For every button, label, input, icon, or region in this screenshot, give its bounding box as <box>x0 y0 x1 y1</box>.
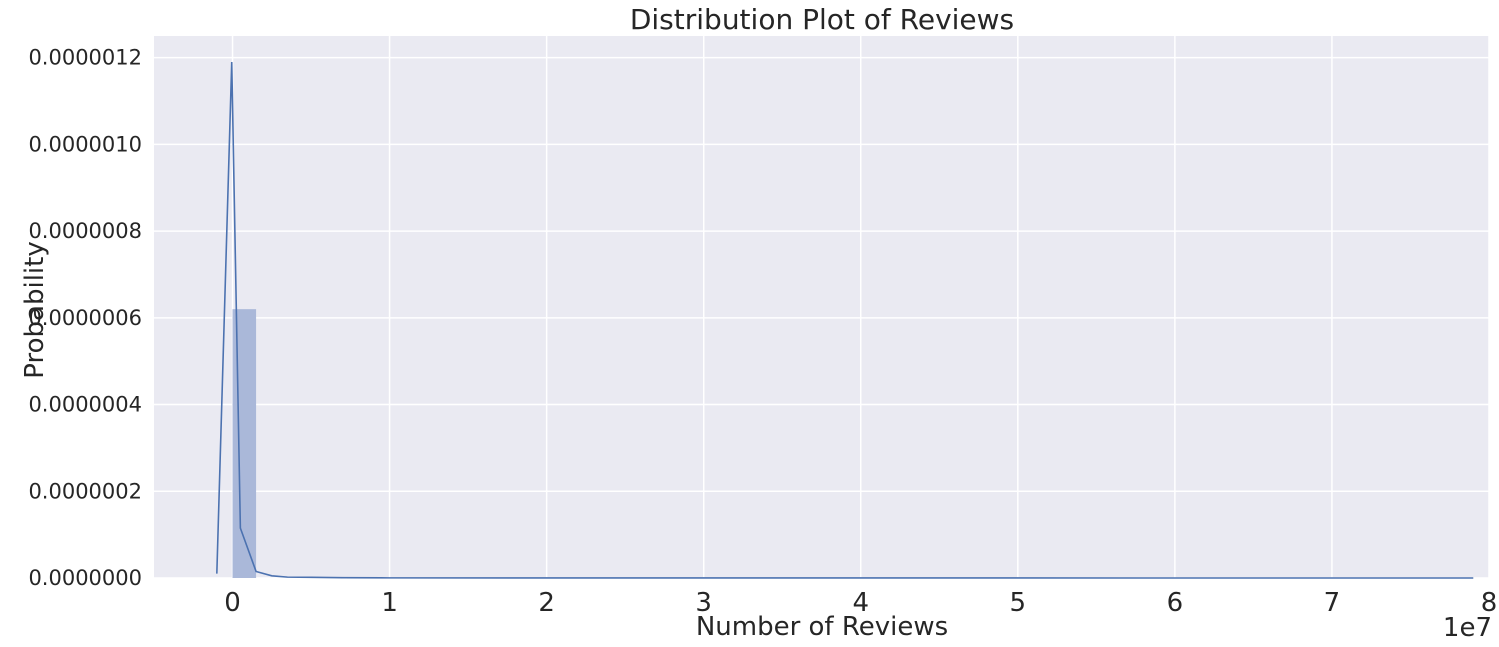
x-tick-label: 6 <box>1167 588 1184 618</box>
histogram-bar <box>232 309 257 578</box>
histogram-bars <box>232 309 257 578</box>
x-tick-label: 0 <box>224 588 241 618</box>
x-tick-label: 2 <box>538 588 555 618</box>
y-axis-label: Probability <box>20 241 50 378</box>
y-tick-label: 0.0000004 <box>28 393 142 417</box>
y-tick-label: 0.0000000 <box>28 566 142 590</box>
x-tick-label: 8 <box>1481 588 1498 618</box>
y-tick-label: 0.0000006 <box>28 306 142 330</box>
x-ticks: 0 1 2 3 4 5 6 7 8 <box>224 588 1497 618</box>
kde-line <box>216 61 1474 579</box>
y-tick-label: 0.0000010 <box>28 132 142 156</box>
y-ticks: 0.0000000 0.0000002 0.0000004 0.0000006 0.00… <box>28 46 142 590</box>
chart-title: Distribution Plot of Reviews <box>630 3 1014 36</box>
x-tick-label: 7 <box>1324 588 1341 618</box>
y-tick-label: 0.0000002 <box>28 479 142 503</box>
x-axis-offset-label: 1e7 <box>1443 613 1492 643</box>
plot-area <box>154 36 1489 578</box>
y-tick-label: 0.0000012 <box>28 46 142 70</box>
x-tick-label: 4 <box>852 588 869 618</box>
x-axis-label: Number of Reviews <box>696 612 948 642</box>
x-tick-label: 1 <box>381 588 398 618</box>
x-tick-label: 5 <box>1010 588 1027 618</box>
y-tick-label: 0.0000008 <box>28 219 142 243</box>
x-tick-label: 3 <box>695 588 712 618</box>
